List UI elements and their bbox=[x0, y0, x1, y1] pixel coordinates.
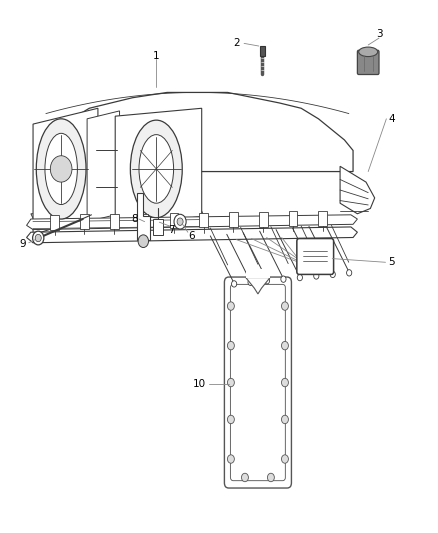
Polygon shape bbox=[87, 111, 120, 222]
Circle shape bbox=[268, 473, 274, 482]
Polygon shape bbox=[340, 166, 374, 214]
FancyBboxPatch shape bbox=[318, 211, 327, 225]
Text: 8: 8 bbox=[131, 214, 138, 224]
Text: 10: 10 bbox=[193, 378, 206, 389]
FancyBboxPatch shape bbox=[80, 214, 89, 229]
Circle shape bbox=[138, 235, 148, 247]
FancyBboxPatch shape bbox=[110, 214, 119, 229]
FancyBboxPatch shape bbox=[297, 239, 334, 274]
Ellipse shape bbox=[45, 133, 78, 205]
Circle shape bbox=[174, 214, 186, 229]
Polygon shape bbox=[42, 92, 353, 172]
Circle shape bbox=[35, 235, 41, 241]
Polygon shape bbox=[31, 211, 210, 236]
Circle shape bbox=[281, 276, 286, 282]
FancyBboxPatch shape bbox=[229, 212, 238, 227]
Text: 6: 6 bbox=[188, 231, 195, 241]
Text: 4: 4 bbox=[389, 114, 395, 124]
Circle shape bbox=[282, 302, 288, 310]
FancyBboxPatch shape bbox=[170, 213, 178, 228]
Circle shape bbox=[248, 279, 253, 286]
FancyBboxPatch shape bbox=[357, 50, 379, 75]
Ellipse shape bbox=[359, 47, 378, 56]
Text: 5: 5 bbox=[389, 257, 395, 267]
FancyBboxPatch shape bbox=[259, 212, 268, 227]
Polygon shape bbox=[27, 227, 357, 243]
Circle shape bbox=[265, 278, 270, 284]
Polygon shape bbox=[27, 215, 357, 230]
Circle shape bbox=[282, 342, 288, 350]
Text: 2: 2 bbox=[233, 38, 240, 49]
Circle shape bbox=[227, 302, 234, 310]
Circle shape bbox=[227, 342, 234, 350]
Circle shape bbox=[314, 273, 319, 279]
Ellipse shape bbox=[139, 135, 173, 203]
Text: 3: 3 bbox=[376, 29, 382, 39]
Circle shape bbox=[227, 378, 234, 387]
FancyBboxPatch shape bbox=[289, 211, 297, 226]
Polygon shape bbox=[153, 219, 163, 235]
Circle shape bbox=[50, 156, 72, 182]
Circle shape bbox=[232, 281, 237, 287]
Circle shape bbox=[177, 218, 183, 225]
Circle shape bbox=[241, 473, 248, 482]
Polygon shape bbox=[246, 278, 270, 294]
Circle shape bbox=[346, 270, 352, 276]
Ellipse shape bbox=[131, 120, 182, 217]
Circle shape bbox=[297, 274, 303, 281]
Polygon shape bbox=[137, 192, 150, 240]
Polygon shape bbox=[33, 108, 98, 235]
FancyBboxPatch shape bbox=[224, 277, 291, 488]
Text: 1: 1 bbox=[153, 51, 159, 61]
Text: 7: 7 bbox=[168, 224, 175, 235]
FancyBboxPatch shape bbox=[140, 214, 148, 228]
Circle shape bbox=[227, 415, 234, 424]
FancyBboxPatch shape bbox=[199, 213, 208, 228]
Circle shape bbox=[282, 415, 288, 424]
FancyBboxPatch shape bbox=[50, 215, 59, 230]
Circle shape bbox=[282, 455, 288, 463]
Circle shape bbox=[282, 378, 288, 387]
Polygon shape bbox=[115, 108, 202, 227]
FancyBboxPatch shape bbox=[230, 285, 286, 481]
FancyBboxPatch shape bbox=[260, 46, 265, 55]
Polygon shape bbox=[246, 269, 270, 278]
Circle shape bbox=[227, 455, 234, 463]
Ellipse shape bbox=[36, 119, 86, 219]
Circle shape bbox=[330, 271, 336, 278]
Text: 9: 9 bbox=[19, 239, 25, 249]
Circle shape bbox=[32, 231, 44, 245]
